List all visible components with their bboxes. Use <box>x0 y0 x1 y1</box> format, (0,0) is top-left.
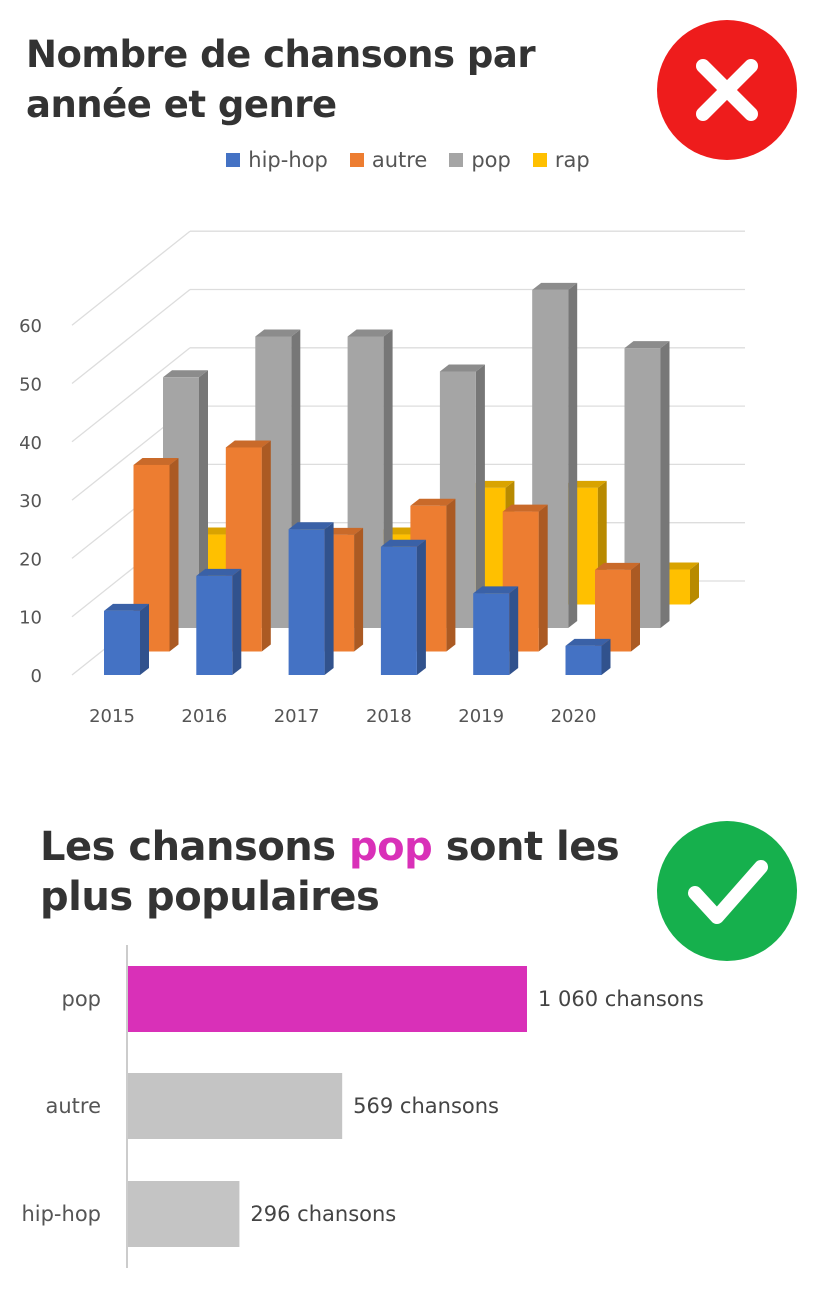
title-highlight: pop <box>349 824 433 870</box>
chart-3d-columns: 0 10 20 30 40 50 60 2015 2016 2017 2018 2019 2020 <box>19 230 745 727</box>
bar-side <box>568 282 578 628</box>
title-part: sont les plus populaires <box>40 824 620 920</box>
bar-top <box>255 329 301 337</box>
y-tick-label: 10 <box>19 608 42 629</box>
bar-side <box>261 440 271 652</box>
cross-icon <box>696 59 758 121</box>
category-label: hip-hop <box>21 1202 101 1226</box>
bar-hip-hop-2020 <box>565 638 611 675</box>
legend-swatch <box>449 153 464 167</box>
y-tick-label: 30 <box>19 491 42 512</box>
legend-label: pop <box>471 148 511 172</box>
bar-front <box>473 593 510 675</box>
bar-autre <box>128 1073 343 1139</box>
title-part: Les chansons <box>40 824 350 870</box>
bar-hip-hop-2015 <box>104 603 149 675</box>
x-tick-label: 2016 <box>181 706 227 727</box>
legend-swatch <box>226 153 241 167</box>
legend-item: autre <box>349 148 428 172</box>
y-tick-label: 60 <box>19 316 42 337</box>
bar-side <box>509 586 519 675</box>
bar-side <box>199 370 208 628</box>
bar-top <box>624 341 670 349</box>
bar-front <box>104 610 140 675</box>
bar-hip-hop-2019 <box>473 586 519 675</box>
chart-title-right: Les chansons pop sont les plus populaire… <box>40 822 640 922</box>
bar-front <box>595 569 631 652</box>
bar-top <box>163 370 208 378</box>
legend-label: hip-hop <box>248 148 328 172</box>
gridline-diagonal <box>71 230 191 326</box>
bar-pop <box>128 966 527 1032</box>
bar-side <box>475 364 485 628</box>
bar-autre-2020 <box>595 562 640 652</box>
y-tick-label: 50 <box>19 375 42 396</box>
chart-legend: hip-hop autre pop rap <box>0 148 816 172</box>
bar-hip-hop-2017 <box>288 522 334 675</box>
bar-top <box>225 440 271 448</box>
bar-side <box>660 341 670 628</box>
bar-side <box>169 457 179 652</box>
data-label: 296 chansons <box>250 1202 396 1226</box>
y-tick-label: 40 <box>19 433 42 454</box>
x-tick-label: 2017 <box>274 706 320 727</box>
bar-hip-hop <box>128 1181 240 1247</box>
bar-hip-hop-2016 <box>196 568 242 675</box>
legend-item: pop <box>449 148 511 172</box>
checkmark-icon <box>688 860 768 924</box>
bar-front <box>565 645 602 675</box>
wrong-badge <box>657 20 797 160</box>
bar-side <box>416 539 426 675</box>
x-tick-label: 2019 <box>458 706 504 727</box>
legend-swatch <box>349 153 364 167</box>
bar-side <box>232 568 242 675</box>
bar-top <box>595 562 640 570</box>
bar-top <box>380 539 426 547</box>
bar-hip-hop-2018 <box>380 539 426 675</box>
x-tick-label: 2020 <box>551 706 597 727</box>
right-badge <box>657 821 797 961</box>
bar-top <box>133 457 179 465</box>
legend-label: autre <box>371 148 428 172</box>
gridline-diagonal <box>71 288 191 385</box>
bar-side <box>354 527 364 652</box>
legend-item: rap <box>532 148 590 172</box>
bar-top <box>410 498 456 506</box>
chart-title-wrong: Nombre de chansons par année et genre <box>26 33 536 126</box>
x-tick-label: 2018 <box>366 706 412 727</box>
data-label: 569 chansons <box>353 1094 499 1118</box>
bar-top <box>347 329 393 337</box>
bar-front <box>380 546 417 675</box>
legend-swatch <box>532 153 547 167</box>
bar-side <box>140 603 149 675</box>
x-tick-label: 2015 <box>89 706 135 727</box>
bar-front <box>288 529 325 675</box>
bar-side <box>446 498 456 652</box>
y-tick-label: 0 <box>31 666 42 687</box>
category-label: autre <box>45 1094 101 1118</box>
bar-side <box>690 562 699 605</box>
chart-horizontal-bars: pop 1 060 chansons autre 569 chansons hip-ho… <box>21 945 704 1268</box>
bars <box>104 282 699 675</box>
bar-side <box>324 522 334 675</box>
bar-top <box>532 282 578 290</box>
bar-top <box>502 504 548 512</box>
category-label: pop <box>61 987 101 1011</box>
bar-side <box>601 638 611 675</box>
bar-top <box>565 638 611 646</box>
bar-side <box>631 562 640 652</box>
bar-top <box>196 568 242 576</box>
legend-label: rap <box>554 148 590 172</box>
y-tick-label: 20 <box>19 549 42 570</box>
bar-top <box>439 364 485 372</box>
gridline-diagonal <box>71 347 191 443</box>
bar-top <box>104 603 149 611</box>
bar-top <box>288 522 334 530</box>
bar-front <box>196 575 233 675</box>
data-label: 1 060 chansons <box>538 987 704 1011</box>
bar-side <box>538 504 548 652</box>
bar-top <box>473 586 519 594</box>
legend-item: hip-hop <box>226 148 328 172</box>
